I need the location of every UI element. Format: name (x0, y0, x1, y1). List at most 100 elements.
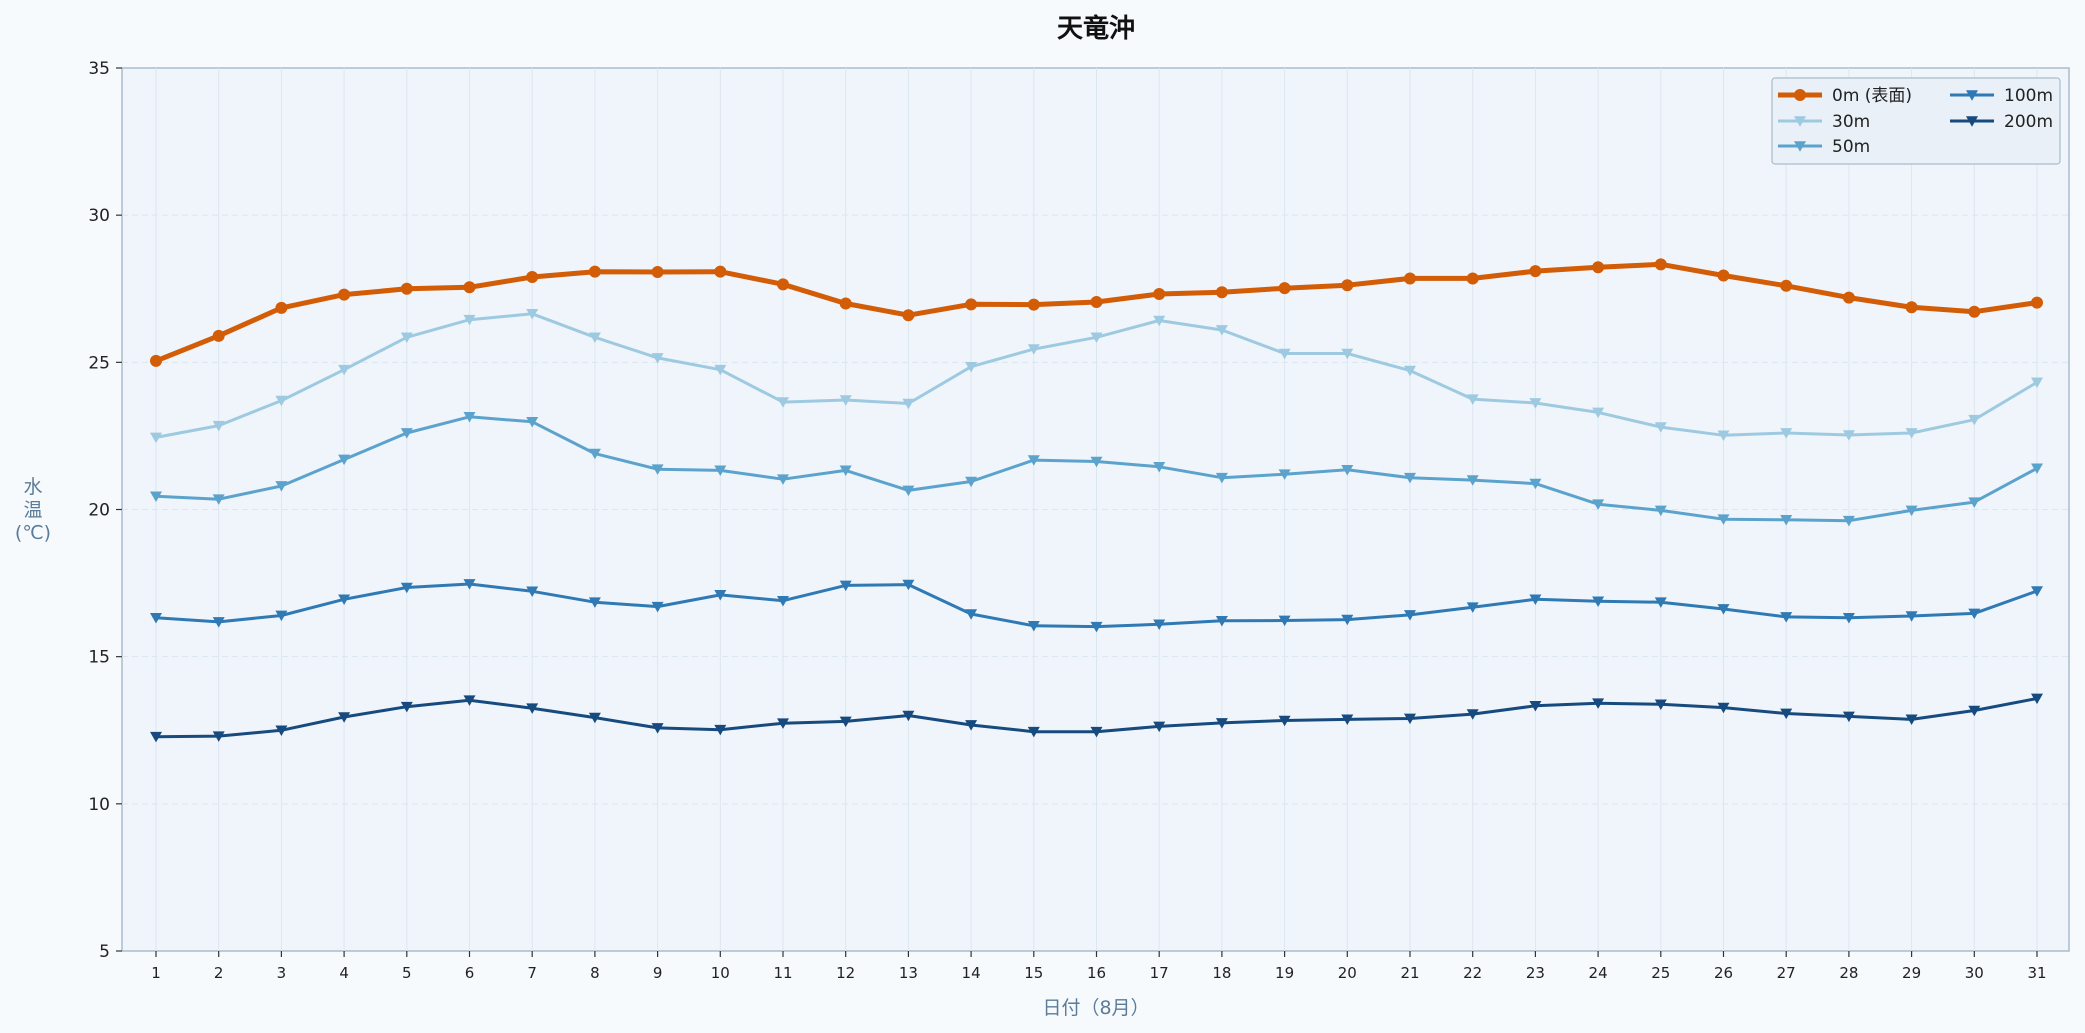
series-0-point (400, 282, 413, 295)
series-1-point (651, 353, 664, 364)
y-tick-label: 10 (88, 795, 110, 815)
series-0-point (1215, 286, 1228, 299)
series-1-point (839, 395, 852, 406)
series-4-point (2031, 693, 2043, 705)
series-0-point (1153, 288, 1166, 301)
x-tick-label: 7 (527, 964, 537, 982)
series-2-point (212, 494, 225, 505)
series-3-point (1780, 612, 1793, 623)
series-2-point (338, 454, 351, 466)
series-0-point (1341, 279, 1354, 292)
series-1-point (526, 308, 539, 320)
legend-box (1771, 77, 2061, 165)
series-4-point (1278, 715, 1291, 727)
series-1-group (150, 308, 2043, 444)
series-1-point (1780, 428, 1793, 439)
legend-label-2: 50m (1832, 137, 1870, 157)
chart-title: 天竜沖 (1057, 13, 1135, 44)
y-axis-label-char-3: (℃) (15, 522, 51, 544)
series-2-point (526, 416, 539, 428)
series-3-point (1090, 621, 1103, 633)
series-0-group (150, 258, 2043, 367)
series-1-point (965, 361, 978, 373)
legend: 0m (表面) 30m 50m 100m 200m (1771, 77, 2061, 165)
y-tick-label: 25 (88, 353, 110, 373)
series-1-point (1654, 422, 1667, 433)
series-2-point (1717, 514, 1730, 525)
series-1-point (777, 397, 789, 408)
series-0-point (1968, 305, 1981, 318)
legend-label-3: 100m (2004, 86, 2053, 106)
x-tick-label: 28 (1839, 964, 1858, 982)
series-3-point (1654, 597, 1667, 608)
series-3-point (1153, 619, 1166, 630)
series-3-point (1404, 610, 1416, 621)
series-1-point (150, 432, 162, 444)
series-2-point (400, 428, 413, 439)
series-2-point (275, 481, 288, 492)
series-3-group (150, 579, 2043, 633)
y-tick-label: 15 (88, 648, 110, 668)
series-2-point (150, 491, 162, 502)
series-4-point (1905, 714, 1918, 726)
series-0-point (1592, 261, 1605, 274)
series-2-point (2031, 463, 2043, 474)
series-4-group (150, 693, 2043, 743)
x-tick-label: 13 (899, 964, 918, 982)
series-4-point (1529, 701, 1542, 712)
series-0-point (150, 354, 162, 367)
series-1-point (400, 332, 413, 344)
x-tick-label: 20 (1338, 964, 1357, 982)
series-1-point (1592, 407, 1605, 419)
x-tick-label: 24 (1589, 964, 1608, 982)
series-1-point (2031, 377, 2043, 389)
series-4-point (338, 712, 351, 723)
x-tick-label: 14 (962, 964, 981, 982)
series-4-point (1215, 718, 1228, 729)
series-0-point (1842, 291, 1855, 304)
legend-entry-2: 50m (1778, 137, 1870, 157)
series-4-point (150, 731, 162, 743)
series-3-point (777, 595, 789, 607)
series-0-point (714, 265, 727, 278)
x-tick-label: 18 (1212, 964, 1231, 982)
series-1-point (1466, 394, 1479, 405)
series-4-point (714, 724, 727, 736)
series-2-point (1780, 515, 1793, 526)
series-4-point (1466, 709, 1479, 720)
series-0-point (902, 309, 915, 322)
y-axis-label-char-2: 温 (23, 499, 42, 521)
series-4-point (651, 723, 664, 734)
series-3-point (1905, 611, 1918, 622)
series-3-point (463, 579, 476, 590)
y-tick-label: 30 (88, 206, 110, 226)
series-3-point (839, 580, 852, 592)
legend-marker-2 (1794, 141, 1806, 152)
series-3-point (400, 582, 413, 594)
series-0-point (651, 265, 664, 278)
series-0-point (526, 270, 539, 283)
series-3-point (1529, 594, 1542, 605)
legend-marker-3 (1966, 90, 1978, 101)
series-1-point (1090, 332, 1103, 344)
series-2-point (1466, 475, 1479, 486)
series-2-point (1153, 462, 1166, 473)
x-tick-label: 1 (151, 964, 161, 982)
series-0-point (1027, 298, 1040, 311)
x-tick-label: 25 (1651, 964, 1670, 982)
series-3-point (150, 613, 162, 624)
series-3-point (1466, 602, 1479, 613)
y-axis-label-char-1: 水 (23, 476, 42, 498)
series-4-point (777, 718, 789, 729)
series-0-point (1717, 269, 1730, 282)
series-1-point (902, 398, 915, 410)
x-tick-label: 31 (2027, 964, 2046, 982)
y-tick-label: 20 (88, 501, 110, 521)
series-0-point (463, 281, 476, 294)
x-tick-label: 30 (1965, 964, 1984, 982)
legend-entry-0: 0m (表面) (1778, 86, 1912, 106)
x-tick-label: 19 (1275, 964, 1294, 982)
x-tick-label: 3 (277, 964, 287, 982)
series-2-point (1905, 505, 1918, 517)
